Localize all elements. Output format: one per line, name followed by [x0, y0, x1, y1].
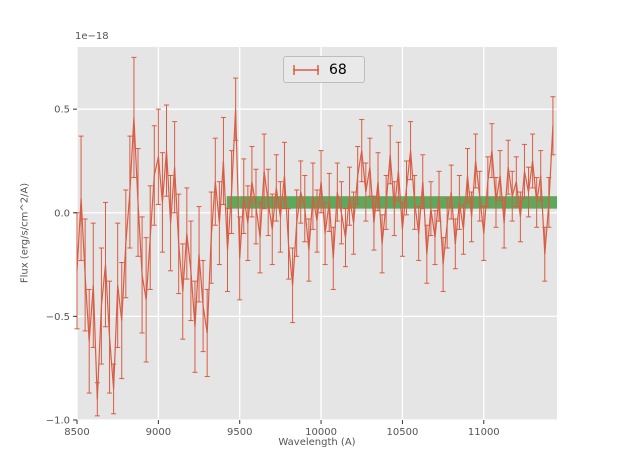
svg-text:0.0: 0.0: [54, 208, 70, 219]
y-axis-offset-label: 1e−18: [75, 31, 109, 42]
svg-text:−0.5: −0.5: [46, 312, 70, 323]
svg-text:9500: 9500: [227, 427, 252, 438]
tick-labels: 8500 9000 9500 10000 10500 11000 −1.0 −0.5 0.0 0.…: [46, 105, 500, 438]
svg-text:10500: 10500: [387, 427, 419, 438]
tick-marks: [73, 108, 485, 424]
svg-text:8500: 8500: [64, 427, 89, 438]
x-axis-label: Wavelength (A): [278, 437, 356, 448]
svg-text:9000: 9000: [146, 427, 171, 438]
legend: 68: [283, 56, 365, 83]
spectrum-line: [76, 109, 554, 400]
svg-text:−1.0: −1.0: [46, 416, 70, 427]
legend-errorbar-glyph: [293, 64, 319, 75]
legend-label: 68: [329, 61, 347, 78]
svg-text:11000: 11000: [468, 427, 500, 438]
svg-text:10000: 10000: [305, 427, 337, 438]
highlight-band: [226, 196, 557, 209]
svg-text:0.5: 0.5: [54, 105, 70, 116]
y-axis-label: Flux (erg/s/cm^2/A): [19, 182, 31, 284]
